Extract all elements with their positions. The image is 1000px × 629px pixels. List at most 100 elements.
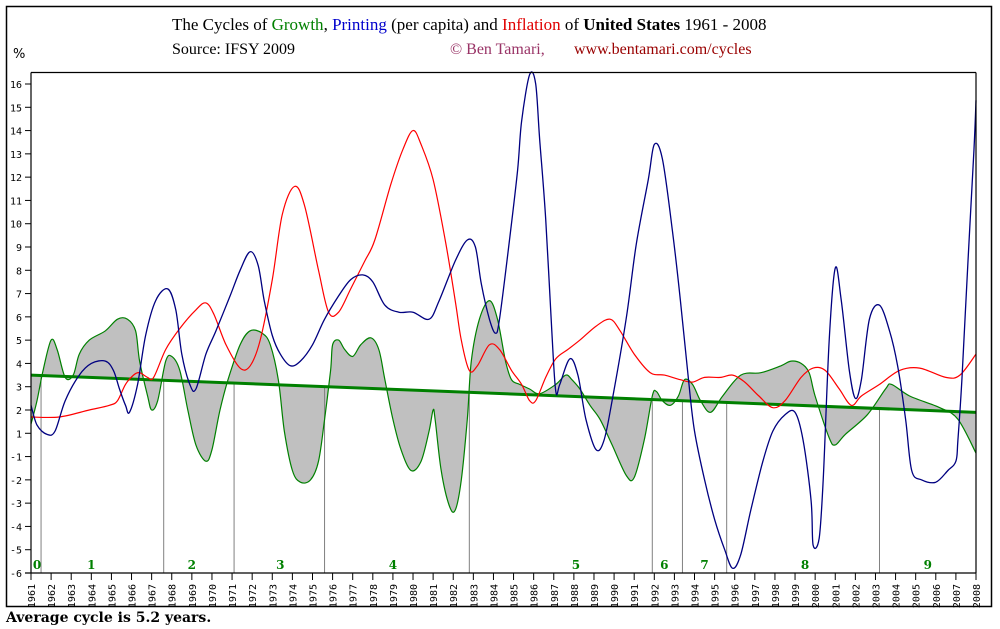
- x-tick-label: 1998: [771, 584, 782, 608]
- x-tick-label: 1966: [128, 584, 139, 608]
- x-tick-label: 1965: [107, 584, 118, 608]
- x-tick-label: 1969: [188, 584, 199, 608]
- x-tick-label: 1979: [389, 584, 400, 608]
- x-tick-label: 2000: [811, 584, 822, 608]
- y-axis-ticks: 16 15 14 13 12 11 10 9 8 7 6 5 4 3 2 1 -1 -2 -3 -4 -5 -6: [10, 80, 31, 580]
- credit-label: © Ben Tamari,: [450, 41, 545, 58]
- cycle-label: 5: [572, 558, 580, 572]
- x-tick-label: 1997: [751, 584, 762, 608]
- y-tick-label: 5: [16, 336, 22, 347]
- y-tick-label: 12: [10, 173, 22, 184]
- source-label: Source: IFSY 2009: [172, 41, 295, 58]
- y-tick-label: 2: [16, 406, 22, 417]
- x-tick-label: 1984: [489, 584, 500, 608]
- cycle-label: 0: [33, 558, 41, 572]
- chart-title: The Cycles of Growth, Printing (per capi…: [172, 15, 766, 34]
- x-tick-label: 1983: [469, 584, 480, 608]
- x-axis-ticks: 1961 1962 1963 1964 1965 1966 1967 1968 1969 1970…: [27, 573, 983, 608]
- y-tick-label: 4: [16, 359, 22, 370]
- x-tick-label: 1975: [308, 584, 319, 608]
- x-tick-label: 1978: [369, 584, 380, 608]
- x-tick-label: 1980: [409, 584, 420, 608]
- y-tick-label: 10: [10, 220, 22, 231]
- x-tick-label: 1993: [670, 584, 681, 608]
- y-tick-label: -3: [10, 499, 22, 510]
- x-tick-label: 1999: [791, 584, 802, 608]
- title-part: Growth: [272, 15, 324, 34]
- y-tick-label: 8: [16, 266, 22, 277]
- footer-note: Average cycle is 5.2 years.: [5, 610, 211, 626]
- x-tick-label: 2004: [892, 584, 903, 608]
- y-tick-label: 6: [16, 313, 22, 324]
- x-tick-label: 1970: [208, 584, 219, 608]
- y-tick-label: -2: [10, 476, 22, 487]
- x-tick-label: 2001: [831, 584, 842, 608]
- y-tick-label: 9: [16, 243, 22, 254]
- cycle-label: 4: [389, 558, 397, 572]
- x-tick-label: 1985: [510, 584, 521, 608]
- x-tick-label: 2007: [952, 584, 963, 608]
- cycle-boundaries: [40, 375, 880, 573]
- x-tick-label: 1963: [67, 584, 78, 608]
- x-tick-label: 1981: [429, 584, 440, 608]
- cycle-label: 1: [87, 558, 95, 572]
- growth-line: [30, 299, 977, 513]
- cycle-label: 9: [924, 558, 932, 572]
- y-tick-label: 11: [10, 196, 22, 207]
- x-tick-label: 1990: [610, 584, 621, 608]
- x-tick-label: 1996: [731, 584, 742, 608]
- growth-deviation-fill: [31, 300, 976, 513]
- x-tick-label: 1991: [630, 584, 641, 608]
- title-part: Printing: [332, 15, 387, 34]
- y-unit-label: %: [13, 47, 25, 62]
- title-part: The Cycles of: [172, 15, 272, 34]
- growth-fill-layer: [31, 300, 976, 513]
- x-tick-label: 1988: [570, 584, 581, 608]
- x-tick-label: 1982: [449, 584, 460, 608]
- x-tick-label: 1964: [87, 584, 98, 608]
- x-tick-label: 1973: [268, 584, 279, 608]
- title-part: Inflation: [502, 15, 561, 34]
- x-tick-label: 2002: [851, 584, 862, 608]
- x-tick-label: 1987: [550, 584, 561, 608]
- inflation-line: [30, 129, 977, 419]
- title-part: (per capita) and: [387, 15, 502, 34]
- cycle-label: 7: [700, 558, 708, 572]
- x-tick-label: 1967: [148, 584, 159, 608]
- x-tick-label: 1961: [27, 584, 38, 608]
- x-tick-label: 1971: [228, 584, 239, 608]
- y-tick-label: -4: [10, 522, 22, 533]
- url-label: www.bentamari.com/cycles: [574, 41, 752, 58]
- x-tick-label: 1989: [590, 584, 601, 608]
- y-tick-label: 16: [10, 80, 22, 91]
- cycle-label: 3: [276, 558, 284, 572]
- y-tick-label: -5: [10, 546, 22, 557]
- x-tick-label: 2008: [972, 584, 983, 608]
- title-part: 1961 - 2008: [680, 15, 766, 34]
- x-tick-label: 1962: [47, 584, 58, 608]
- plot-frame: [31, 72, 976, 573]
- printing-line: [30, 71, 977, 569]
- cycle-label: 6: [660, 558, 668, 572]
- y-tick-label: 7: [16, 290, 22, 301]
- x-tick-label: 1968: [168, 584, 179, 608]
- cycle-label: 8: [801, 558, 809, 572]
- x-tick-label: 1976: [329, 584, 340, 608]
- x-tick-label: 1977: [349, 584, 360, 608]
- title-part: United States: [583, 15, 680, 34]
- y-tick-label: 14: [10, 127, 22, 138]
- cycle-labels: 0 1 2 3 4 5 6 7 8 9: [33, 558, 932, 572]
- x-tick-label: 1995: [711, 584, 722, 608]
- title-part: ,: [324, 15, 333, 34]
- y-tick-label: 15: [10, 103, 22, 114]
- y-tick-label: -1: [10, 453, 22, 464]
- y-tick-label: -6: [10, 569, 22, 580]
- x-tick-label: 1986: [530, 584, 541, 608]
- x-tick-label: 1972: [248, 584, 259, 608]
- x-tick-label: 1994: [691, 584, 702, 608]
- title-part: of: [561, 15, 584, 34]
- x-tick-label: 1974: [288, 584, 299, 608]
- x-tick-label: 1992: [650, 584, 661, 608]
